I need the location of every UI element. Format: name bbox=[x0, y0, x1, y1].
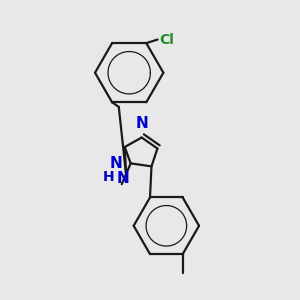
Text: N: N bbox=[110, 156, 122, 171]
Text: Cl: Cl bbox=[159, 33, 174, 46]
Text: N: N bbox=[117, 171, 130, 186]
Text: H: H bbox=[103, 170, 114, 184]
Text: N: N bbox=[135, 116, 148, 131]
